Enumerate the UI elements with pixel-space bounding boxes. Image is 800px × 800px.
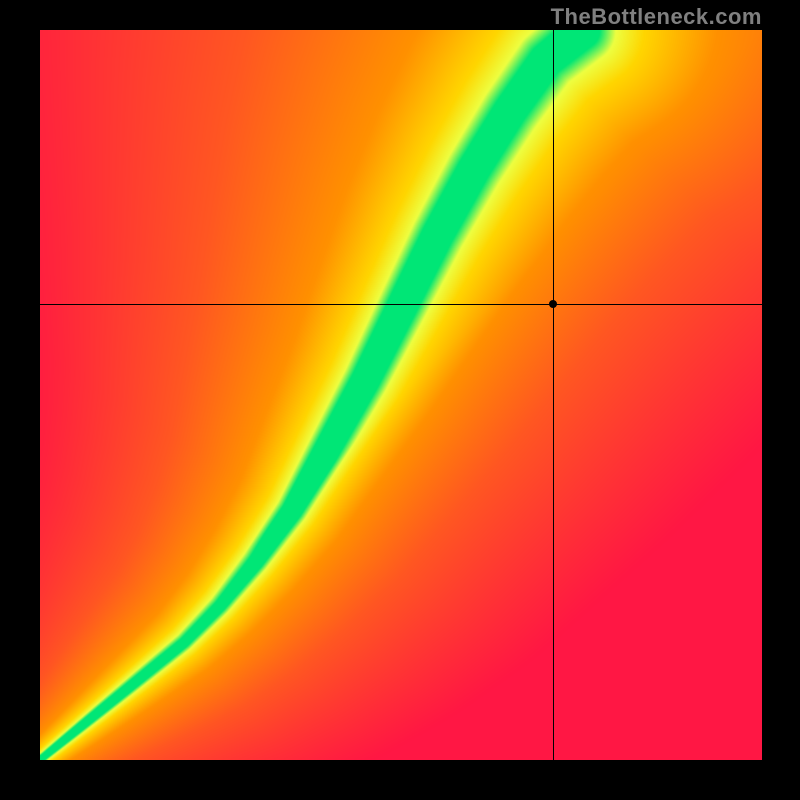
crosshair-vertical: [553, 30, 554, 760]
marker-dot: [549, 300, 557, 308]
heatmap-canvas: [40, 30, 762, 760]
watermark-text: TheBottleneck.com: [551, 4, 762, 30]
bottleneck-heatmap: [40, 30, 762, 760]
crosshair-horizontal: [40, 304, 762, 305]
